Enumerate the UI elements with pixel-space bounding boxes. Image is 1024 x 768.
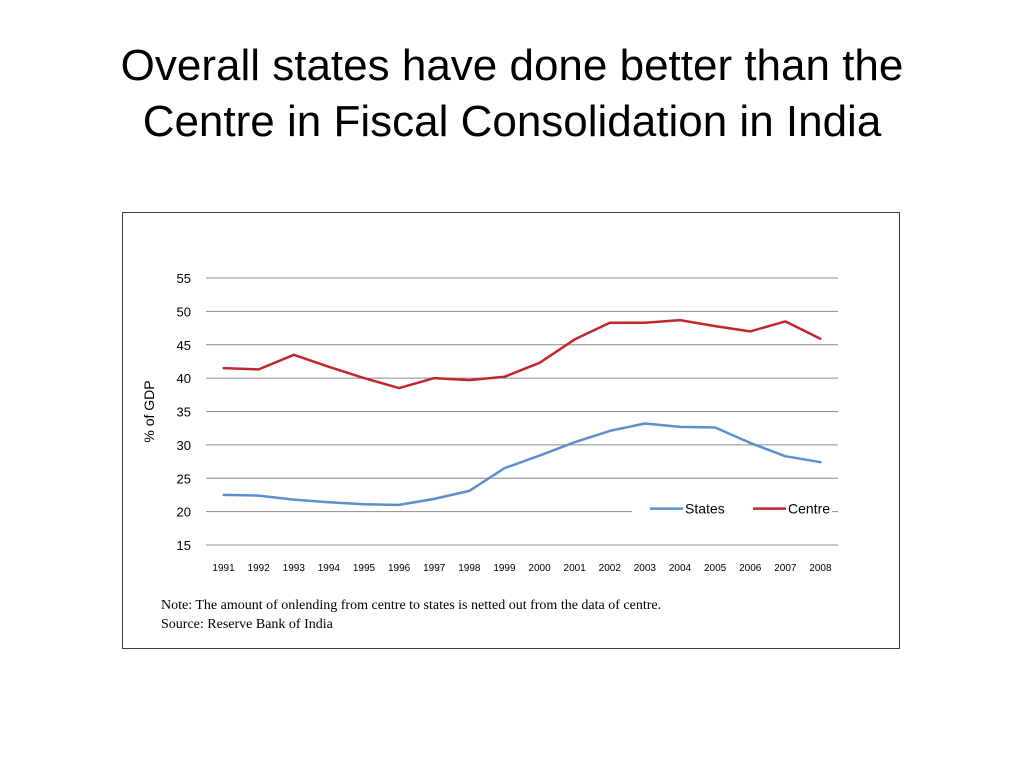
x-tick-label-2002: 2002	[599, 563, 622, 574]
x-tick-label-1993: 1993	[283, 563, 306, 574]
legend-label-states: States	[685, 501, 725, 517]
slide-title-line-2: Centre in Fiscal Consolidation in India	[142, 97, 882, 146]
x-tick-label-2005: 2005	[704, 563, 727, 574]
x-tick-label-2007: 2007	[774, 563, 797, 574]
x-tick-label-1994: 1994	[318, 563, 341, 574]
legend-label-centre: Centre	[788, 501, 830, 517]
x-tick-label-1998: 1998	[458, 563, 481, 574]
x-tick-label-1996: 1996	[388, 563, 411, 574]
chart-notes: Note: The amount of onlending from centr…	[161, 596, 661, 634]
chart-note: Note: The amount of onlending from centr…	[161, 598, 662, 613]
x-tick-label-1991: 1991	[212, 563, 235, 574]
x-tick-label-2008: 2008	[809, 563, 832, 574]
x-tick-label-2003: 2003	[634, 563, 657, 574]
y-tick-label-40: 40	[177, 371, 191, 386]
chart-source: Source: Reserve Bank of India	[161, 617, 333, 632]
x-tick-label-2004: 2004	[669, 563, 692, 574]
y-tick-label-30: 30	[177, 438, 191, 453]
legend-box	[632, 498, 832, 519]
series-line-states	[222, 422, 822, 507]
y-axis-label: % of GDP	[141, 380, 157, 442]
x-tick-label-1997: 1997	[423, 563, 446, 574]
y-tick-label-55: 55	[177, 271, 191, 286]
x-tick-label-1999: 1999	[493, 563, 516, 574]
slide-title: Overall states have done better than the…	[0, 38, 1024, 150]
x-tick-label-1995: 1995	[353, 563, 376, 574]
x-tick-label-2006: 2006	[739, 563, 762, 574]
y-tick-label-25: 25	[177, 471, 191, 486]
line-chart: 15 20 25 30 35 40 45 50 55 1991 1992 1993 1994 1995 19…	[141, 271, 838, 574]
y-tick-label-35: 35	[177, 405, 191, 420]
series-line-centre	[222, 318, 822, 390]
y-tick-label-20: 20	[177, 505, 191, 520]
x-tick-label-1992: 1992	[248, 563, 271, 574]
y-tick-label-45: 45	[177, 338, 191, 353]
chart-figure: 15 20 25 30 35 40 45 50 55 1991 1992 1993 1994 1995 19…	[122, 212, 900, 649]
x-tick-label-2000: 2000	[528, 563, 551, 574]
slide-title-line-1: Overall states have done better than the	[120, 41, 904, 90]
x-tick-label-2001: 2001	[564, 563, 587, 574]
y-tick-label-50: 50	[177, 304, 191, 319]
y-tick-label-15: 15	[177, 538, 191, 553]
